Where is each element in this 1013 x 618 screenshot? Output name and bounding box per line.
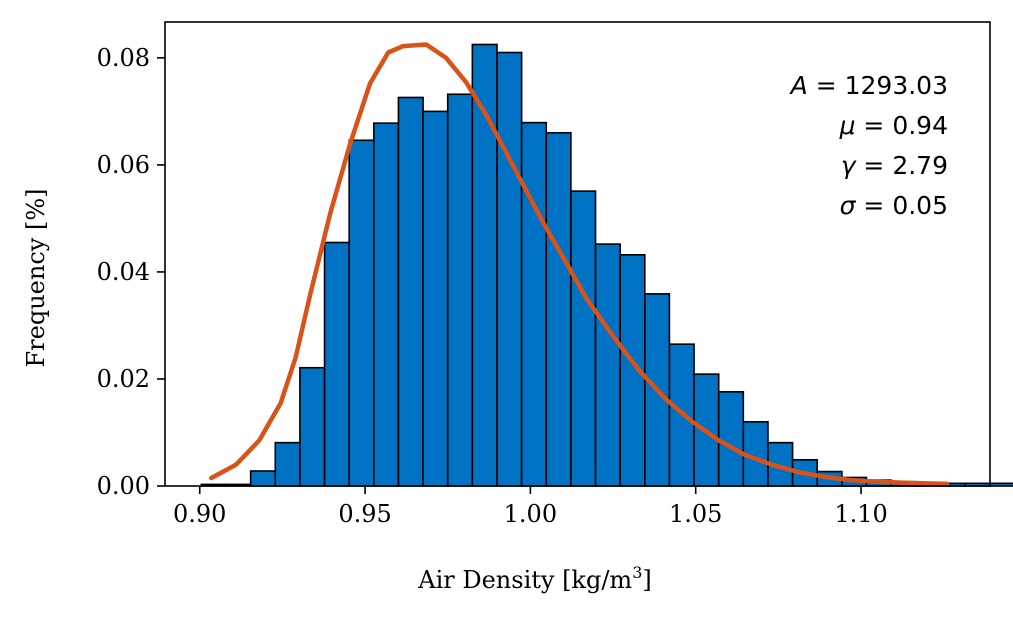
y-tick-label: 0.08 [97, 44, 150, 72]
histogram-bar [988, 482, 1013, 487]
histogram-bar [323, 241, 350, 487]
histogram-bar [249, 470, 277, 487]
x-axis-label-superscript: 3 [632, 563, 642, 582]
x-tick-label: 1.10 [834, 500, 887, 528]
fit-parameter-value: = 1293.03 [808, 71, 948, 100]
fit-parameter-value: = 2.79 [855, 151, 948, 180]
histogram-bar [348, 139, 375, 487]
histogram-bar [422, 110, 449, 487]
plot-frame [164, 21, 991, 487]
y-axis-label: Frequency [%] [22, 189, 50, 368]
y-tick-label: 0.06 [97, 151, 150, 179]
histogram-bar [717, 391, 745, 487]
histogram-bar [570, 190, 597, 487]
y-tick-label: 0.02 [97, 365, 150, 393]
histogram-bar [496, 51, 523, 487]
fit-parameter-value: = 0.05 [855, 191, 948, 220]
histogram-bar [274, 441, 301, 487]
y-tick-label: 0.00 [97, 472, 150, 500]
histogram-bar [446, 93, 474, 487]
histogram-bar [520, 121, 548, 487]
histogram-bar [545, 131, 572, 487]
x-tick-label: 0.95 [338, 500, 391, 528]
x-axis-label: Air Density [kg/m3] [417, 563, 652, 594]
fit-parameter-text: γ = 2.79 [841, 151, 948, 180]
histogram-bar [299, 366, 326, 487]
fit-parameter-name: A [789, 71, 808, 100]
x-axis-label-suffix: ] [642, 566, 651, 594]
x-axis-label-prefix: Air Density [kg/m [417, 566, 632, 594]
histogram-bars [200, 43, 1013, 487]
y-axis-ticks: 0.00 0.02 0.04 0.06 0.08 [97, 44, 165, 500]
fit-parameter-name: σ [840, 191, 857, 220]
x-axis-ticks: 0.90 0.95 1.00 1.05 1.10 [173, 486, 888, 528]
fit-parameter-text: A = 1293.03 [789, 71, 948, 100]
fit-parameter-text: σ = 0.05 [840, 191, 948, 220]
fit-curve [209, 42, 950, 487]
x-tick-label: 0.90 [173, 500, 226, 528]
fit-parameter-name: γ [841, 151, 857, 180]
histogram-bar [594, 243, 621, 487]
fit-parameter-text: μ = 0.94 [839, 111, 948, 140]
x-tick-label: 1.00 [504, 500, 557, 528]
x-tick-label: 1.05 [669, 500, 722, 528]
fit-parameter-value: = 0.94 [855, 111, 948, 140]
fit-parameter-name: μ [839, 111, 856, 140]
y-tick-label: 0.04 [97, 258, 150, 286]
histogram-bar [373, 122, 400, 487]
histogram-bar [397, 96, 424, 487]
fit-parameters: A = 1293.03 μ = 0.94 γ = 2.79 σ = 0.05 [789, 71, 948, 220]
